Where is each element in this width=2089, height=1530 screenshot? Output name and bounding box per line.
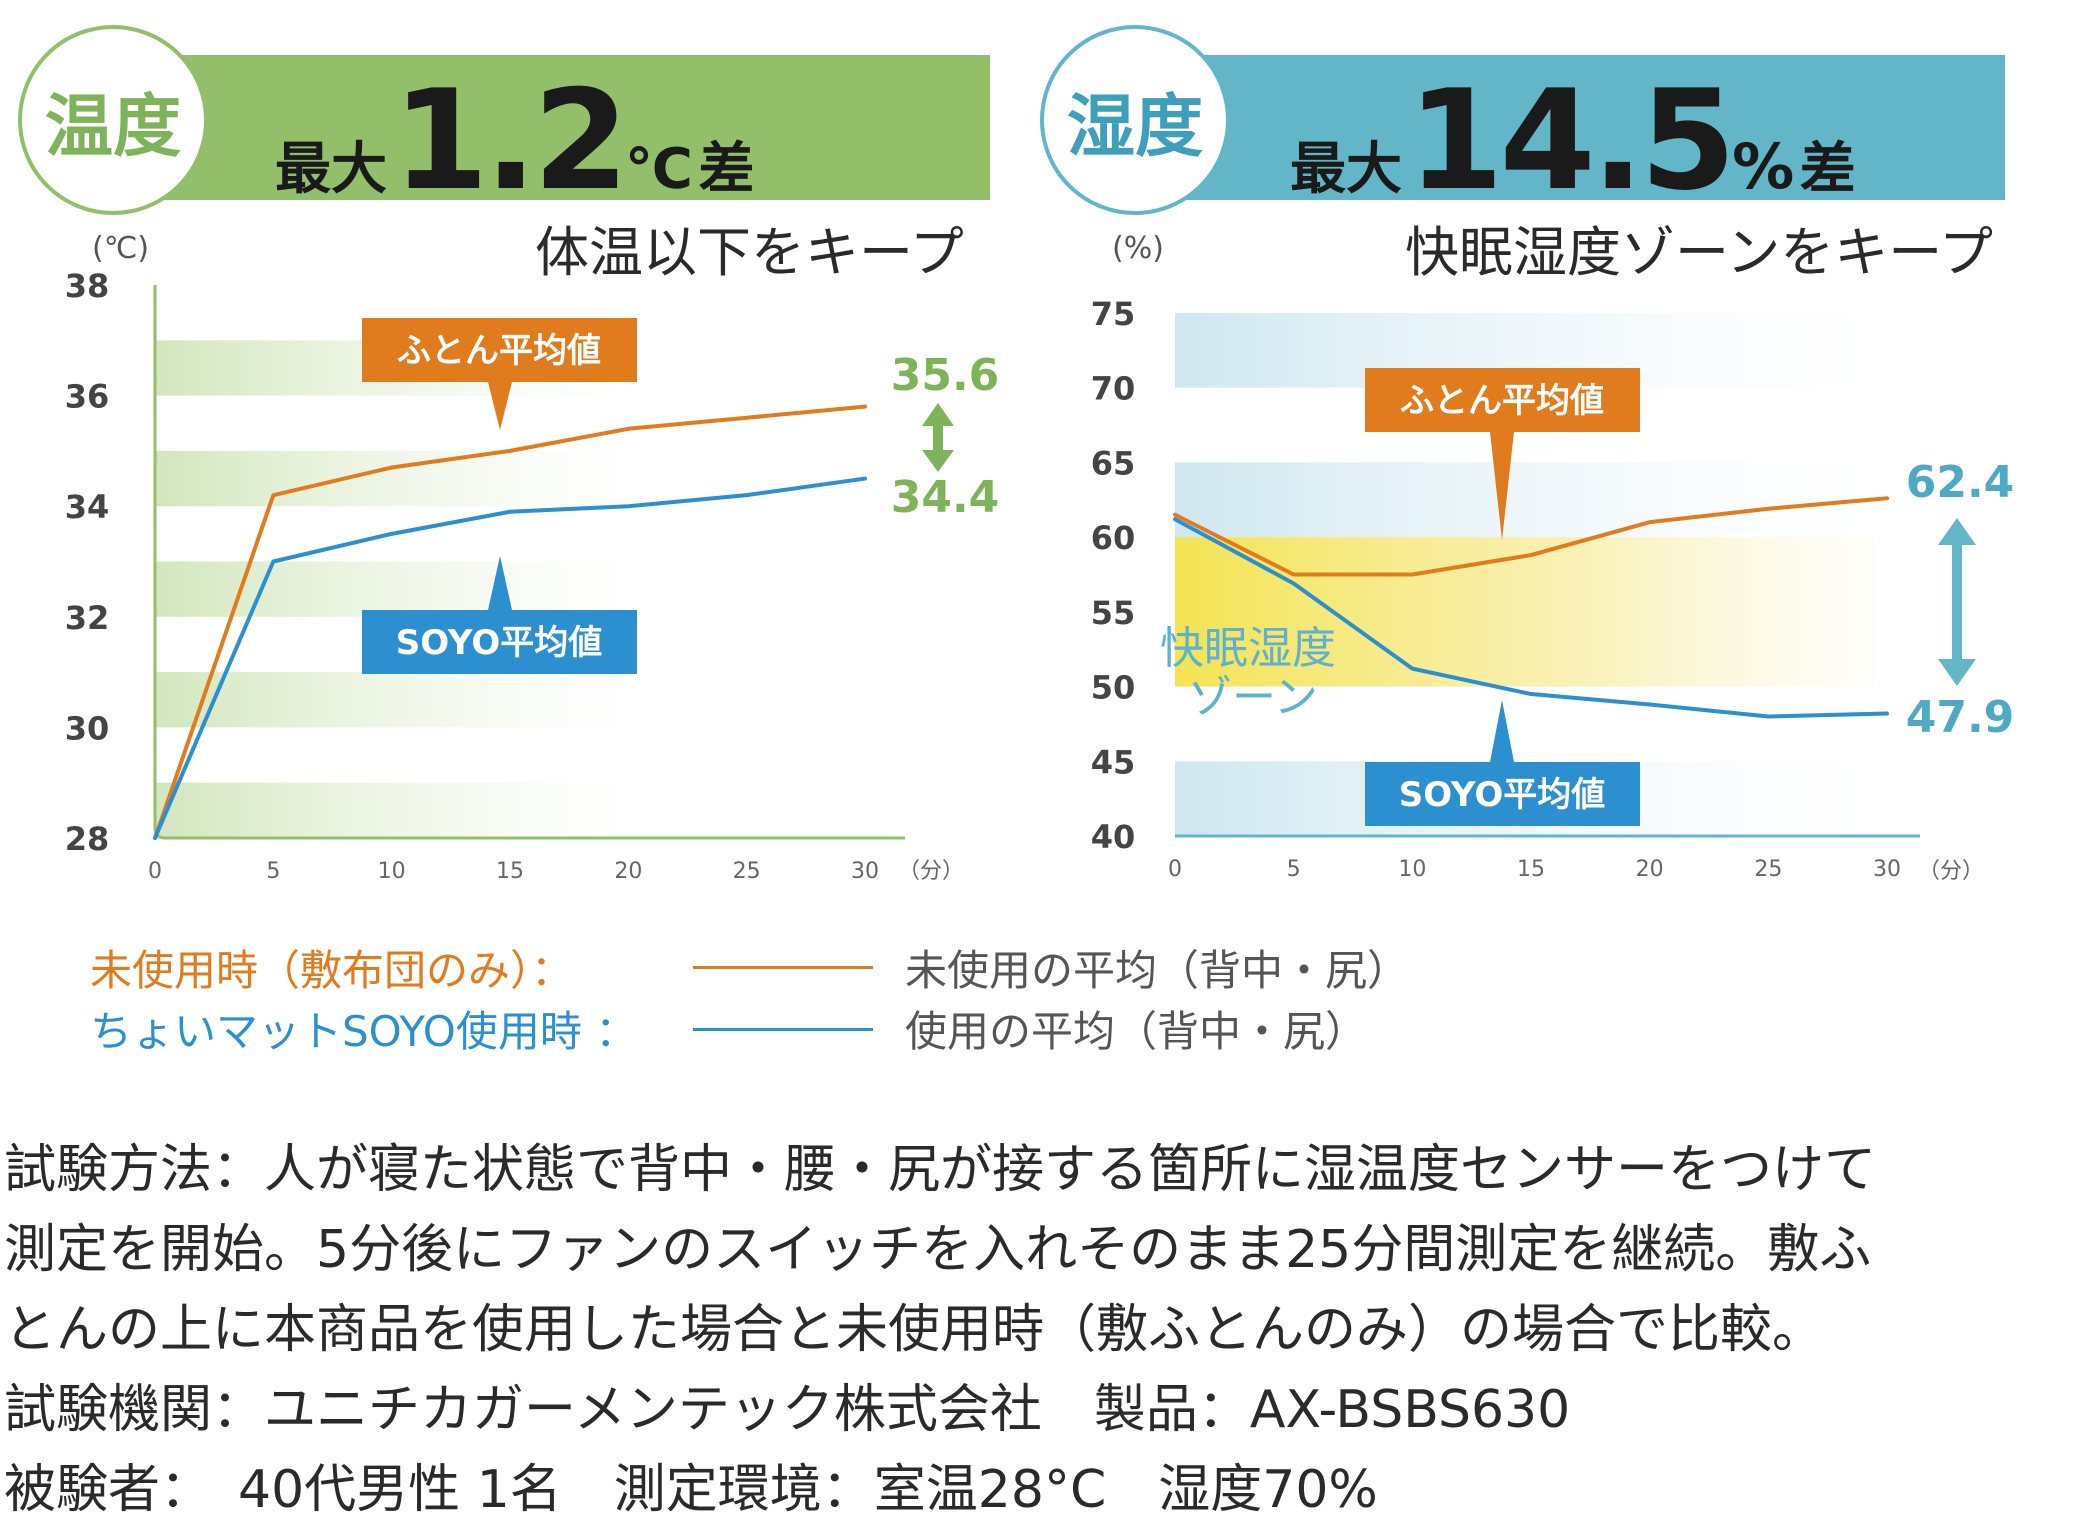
hum-x-tick-5: 5 [1287, 857, 1301, 882]
temp-x-tick-15: 15 [496, 859, 524, 884]
hum-x-tick-20: 20 [1636, 857, 1664, 882]
hum-zone-label-1: 快眠湿度 [1160, 623, 1336, 674]
temp-soyo-line [153, 476, 867, 840]
temp-y-tick-34: 34 [65, 488, 110, 526]
temp-futon-callout: ふとん平均値 [362, 318, 637, 430]
temp-band [155, 450, 635, 507]
temp-y-unit: (℃) [92, 231, 149, 266]
temp-headline: 最大 1.2℃ 差 [275, 60, 754, 221]
note-line-1: 試験方法：人が寝た状態で背中・腰・尻が接する箇所に湿温度センサーをつけて [4, 1140, 1877, 1200]
hum-futon-end-value: 62.4 [1906, 457, 2015, 508]
hum-band [1175, 462, 1875, 538]
hum-y-tick-70: 70 [1091, 370, 1136, 408]
temp-futon-label: ふとん平均値 [397, 331, 601, 371]
hum-x-tick-30: 30 [1873, 857, 1901, 882]
hum-x-tick-10: 10 [1398, 857, 1426, 882]
hum-zone-label-2: ゾーン [1188, 672, 1318, 723]
temp-max-suffix: 差 [698, 137, 755, 202]
hum-max-unit: % [1732, 130, 1795, 203]
note-line-5: 被験者： 40代男性 1名 測定環境：室温28°C 湿度70% [4, 1460, 1378, 1520]
legend-futon-desc: 未使用の平均（背中・尻） [905, 946, 1410, 995]
hum-header-bar [1130, 55, 2005, 200]
hum-max-prefix: 最大 [1290, 137, 1402, 202]
legend-soyo-desc: 使用の平均（背中・尻） [905, 1007, 1368, 1056]
temp-badge: 温度 [18, 25, 208, 215]
temp-y-tick-38: 38 [65, 267, 110, 305]
hum-soyo-line [1173, 517, 1889, 719]
hum-futon-callout: ふとん平均値 [1365, 368, 1640, 540]
hum-max-suffix: 差 [1799, 137, 1856, 202]
hum-y-tick-75: 75 [1091, 295, 1136, 333]
temp-max-prefix: 最大 [275, 137, 387, 202]
temp-soyo-callout: SOYO平均値 [362, 556, 637, 674]
hum-x-unit: （分） [1918, 859, 1984, 884]
hum-max-value: 14.5 [1407, 60, 1736, 221]
test-notes: 試験方法：人が寝た状態で背中・腰・尻が接する箇所に湿温度センサーをつけて 測定を… [4, 1130, 1876, 1530]
hum-diff-arrow [1938, 518, 1976, 686]
legend-soyo-line [693, 1028, 873, 1031]
hum-x-tick-15: 15 [1517, 857, 1545, 882]
hum-futon-line [1173, 496, 1889, 577]
hum-y-tick-40: 40 [1091, 818, 1136, 856]
hum-x-tick-25: 25 [1754, 857, 1782, 882]
temp-header-bar [110, 55, 990, 200]
temp-x-tick-25: 25 [733, 859, 761, 884]
temp-x-unit: （分） [898, 859, 964, 884]
hum-soyo-callout: SOYO平均値 [1365, 700, 1640, 826]
note-line-4: 試験機関：ユニチカガーメンテック株式会社 製品：AX-BSBS630 [4, 1380, 1571, 1440]
temp-x-tick-30: 30 [851, 859, 879, 884]
comfort-zone-band [1175, 537, 1875, 687]
hum-futon-label: ふとん平均値 [1400, 381, 1604, 421]
temp-soyo-label: SOYO平均値 [396, 623, 603, 663]
hum-badge-text: 湿度 [1066, 87, 1203, 167]
legend-soyo-label: ちょいマットSOYO使用時 ： [90, 1007, 638, 1056]
hum-y-tick-60: 60 [1091, 519, 1136, 557]
hum-y-tick-65: 65 [1091, 444, 1136, 482]
hum-headline: 最大 14.5% 差 [1290, 60, 1856, 221]
temp-subtitle: 体温以下をキープ [535, 221, 964, 284]
hum-y-tick-50: 50 [1091, 669, 1136, 707]
hum-soyo-label: SOYO平均値 [1399, 775, 1606, 815]
hum-x-tick-0: 0 [1168, 857, 1182, 882]
temp-futon-line [153, 404, 867, 840]
temp-diff-arrow [922, 403, 954, 472]
hum-y-tick-45: 45 [1091, 743, 1136, 781]
temp-x-tick-10: 10 [378, 859, 406, 884]
legend-futon-line [693, 966, 873, 969]
legend-futon-label: 未使用時（敷布団のみ）： [90, 946, 574, 995]
hum-chart: 40 45 50 55 60 65 70 75 0 5 10 15 20 25 30 快眠湿度 ゾーン (%… [1091, 231, 2015, 884]
temp-y-tick-30: 30 [65, 709, 110, 747]
temp-x-tick-20: 20 [614, 859, 642, 884]
hum-soyo-end-value: 47.9 [1906, 692, 2015, 743]
temp-band [155, 782, 635, 838]
temp-x-tick-0: 0 [148, 859, 162, 884]
hum-subtitle: 快眠湿度ゾーンをキープ [1405, 221, 1994, 284]
legend-row-soyo: ちょいマットSOYO使用時 ： [90, 998, 637, 1059]
temp-max-unit: ℃ [625, 137, 693, 202]
note-line-3: とんの上に本商品を使用した場合と未使用時（敷ふとんのみ）の場合で比較。 [4, 1300, 1825, 1360]
temp-soyo-end-value: 34.4 [891, 472, 1000, 523]
note-line-2: 測定を開始。5分後にファンのスイッチを入れそのまま25分間測定を継続。敷ふ [4, 1220, 1872, 1280]
temp-x-tick-5: 5 [266, 859, 280, 884]
hum-badge: 湿度 [1040, 25, 1230, 215]
temp-y-tick-28: 28 [65, 820, 110, 858]
temp-badge-text: 温度 [44, 87, 181, 167]
temp-band [155, 672, 635, 728]
legend-row-futon: 未使用時（敷布団のみ）： [90, 937, 573, 998]
hum-y-unit: (%) [1112, 231, 1164, 266]
temp-futon-end-value: 35.6 [891, 350, 1000, 401]
temp-y-tick-36: 36 [65, 378, 110, 416]
temp-max-value: 1.2 [392, 60, 629, 221]
hum-y-tick-55: 55 [1091, 594, 1136, 632]
temp-band [155, 561, 635, 617]
temp-y-tick-32: 32 [65, 599, 110, 637]
